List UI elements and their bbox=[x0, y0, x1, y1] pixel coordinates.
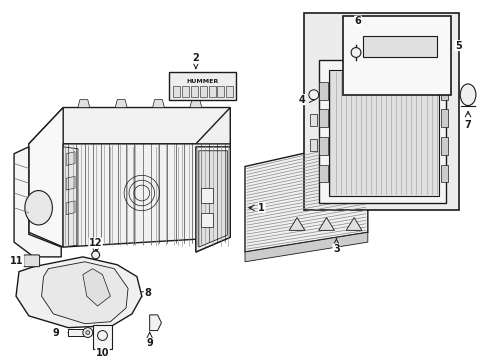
Circle shape bbox=[350, 48, 360, 57]
Circle shape bbox=[92, 251, 100, 259]
Polygon shape bbox=[199, 151, 227, 247]
Text: 12: 12 bbox=[89, 238, 102, 248]
Bar bbox=[190, 86, 198, 97]
Bar bbox=[309, 139, 316, 151]
Polygon shape bbox=[288, 217, 305, 230]
Polygon shape bbox=[78, 100, 89, 108]
Text: 3: 3 bbox=[332, 244, 339, 254]
Text: 4: 4 bbox=[298, 95, 305, 105]
Circle shape bbox=[82, 328, 93, 337]
FancyBboxPatch shape bbox=[24, 255, 40, 267]
Text: 11: 11 bbox=[10, 256, 24, 266]
Circle shape bbox=[308, 90, 318, 100]
Bar bbox=[201, 188, 212, 203]
Bar bbox=[440, 137, 447, 155]
Polygon shape bbox=[66, 152, 75, 166]
Ellipse shape bbox=[459, 84, 475, 105]
Polygon shape bbox=[63, 147, 78, 247]
Polygon shape bbox=[115, 100, 127, 108]
Bar bbox=[217, 86, 224, 97]
Polygon shape bbox=[328, 70, 438, 196]
Bar bbox=[318, 109, 327, 127]
Polygon shape bbox=[29, 108, 230, 144]
Polygon shape bbox=[41, 262, 128, 324]
Bar bbox=[362, 36, 436, 57]
Polygon shape bbox=[66, 176, 75, 190]
Bar bbox=[440, 82, 447, 100]
Bar bbox=[318, 137, 327, 155]
Polygon shape bbox=[149, 315, 161, 330]
Polygon shape bbox=[346, 217, 361, 230]
Bar bbox=[318, 82, 327, 100]
Bar bbox=[440, 165, 447, 182]
Polygon shape bbox=[152, 100, 164, 108]
Polygon shape bbox=[29, 108, 63, 247]
Bar bbox=[201, 213, 212, 228]
Polygon shape bbox=[244, 139, 367, 252]
Text: 10: 10 bbox=[96, 348, 109, 358]
Polygon shape bbox=[66, 201, 75, 215]
Text: 6: 6 bbox=[354, 16, 361, 26]
Bar bbox=[304, 13, 458, 210]
Bar bbox=[440, 109, 447, 127]
Bar bbox=[309, 114, 316, 126]
Circle shape bbox=[85, 330, 89, 334]
Polygon shape bbox=[16, 257, 142, 328]
Circle shape bbox=[98, 330, 107, 341]
Text: 2: 2 bbox=[192, 53, 199, 63]
Polygon shape bbox=[14, 147, 61, 257]
Polygon shape bbox=[196, 147, 230, 252]
Bar bbox=[182, 86, 188, 97]
Ellipse shape bbox=[25, 190, 52, 225]
Text: 8: 8 bbox=[144, 288, 151, 298]
Text: 9: 9 bbox=[146, 338, 153, 348]
Bar bbox=[343, 16, 450, 95]
Bar bbox=[173, 86, 180, 97]
Bar bbox=[169, 72, 236, 100]
Polygon shape bbox=[244, 232, 367, 262]
Polygon shape bbox=[196, 108, 230, 252]
Text: 1: 1 bbox=[258, 203, 264, 213]
Text: 9: 9 bbox=[53, 328, 60, 338]
Bar bbox=[226, 86, 233, 97]
Polygon shape bbox=[189, 100, 202, 108]
Bar bbox=[200, 86, 206, 97]
Polygon shape bbox=[63, 144, 230, 247]
Text: 7: 7 bbox=[464, 120, 470, 130]
Bar bbox=[68, 329, 83, 337]
Text: HUMMER: HUMMER bbox=[186, 80, 219, 85]
Bar bbox=[208, 86, 215, 97]
Bar bbox=[93, 325, 112, 349]
Polygon shape bbox=[318, 60, 446, 203]
Bar bbox=[318, 165, 327, 182]
Text: 5: 5 bbox=[454, 41, 461, 51]
Polygon shape bbox=[82, 269, 110, 306]
Polygon shape bbox=[318, 217, 334, 230]
